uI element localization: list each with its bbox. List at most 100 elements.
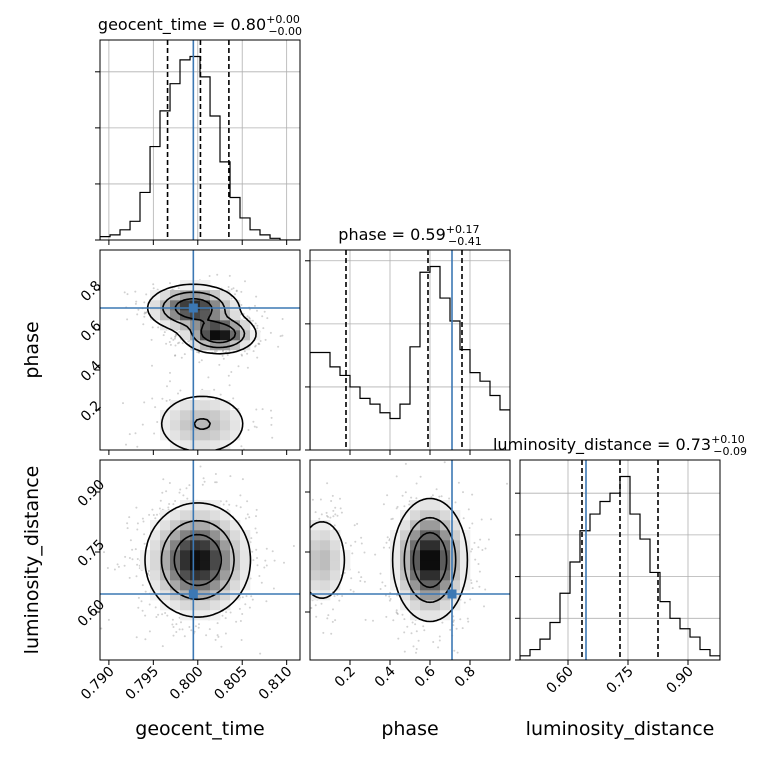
scatter-point	[457, 457, 459, 459]
density-cell	[340, 550, 351, 561]
density-cell	[220, 600, 231, 611]
density-cell	[390, 560, 401, 571]
y-tick-label: 0.8	[78, 278, 105, 305]
scatter-point	[240, 445, 243, 448]
scatter-point	[219, 393, 222, 396]
scatter-point	[196, 351, 199, 354]
density-cell	[410, 550, 421, 561]
histogram-bar	[110, 235, 120, 240]
scatter-point	[334, 619, 337, 622]
scatter-point	[403, 618, 406, 621]
scatter-point	[487, 538, 490, 541]
scatter-point	[143, 312, 146, 315]
density-cell	[190, 610, 201, 621]
density-cell	[310, 580, 321, 591]
contour-line	[174, 297, 237, 344]
title-value: 0.80	[231, 15, 267, 34]
density-cell	[410, 500, 421, 511]
density-cell	[440, 500, 451, 511]
scatter-point	[170, 337, 173, 340]
scatter-point	[156, 421, 159, 423]
scatter-point	[432, 641, 435, 643]
scatter-point	[307, 520, 309, 522]
scatter-point	[256, 356, 259, 359]
scatter-point	[396, 505, 399, 508]
scatter-point	[248, 606, 251, 609]
scatter-point	[353, 524, 356, 527]
density-cell	[200, 590, 211, 601]
density-cell	[180, 540, 191, 551]
scatter-point	[478, 585, 481, 588]
scatter-point	[406, 625, 409, 628]
scatter-point	[256, 309, 258, 312]
scatter-point	[198, 623, 200, 626]
scatter-point	[228, 350, 231, 353]
scatter-point	[180, 475, 182, 477]
density-cell	[200, 520, 211, 531]
scatter-point	[205, 634, 208, 637]
scatter-point	[255, 548, 258, 551]
scatter-point	[477, 546, 480, 549]
scatter-point	[296, 602, 298, 604]
scatter-point	[359, 580, 362, 582]
scatter-point	[279, 335, 282, 338]
density-cell	[220, 550, 231, 561]
density-cell	[180, 330, 191, 341]
histogram-bar	[360, 398, 370, 450]
scatter-point	[327, 515, 329, 518]
density-cell	[190, 510, 201, 521]
scatter-point	[265, 547, 268, 550]
scatter-point	[307, 573, 309, 575]
scatter-point	[141, 517, 144, 520]
scatter-point	[252, 559, 255, 562]
density-cell	[180, 400, 191, 411]
scatter-point	[228, 384, 231, 387]
scatter-point	[161, 491, 164, 494]
scatter-point	[264, 559, 267, 562]
density-cells	[150, 280, 261, 450]
density-cell	[180, 570, 191, 581]
density-cell	[320, 590, 331, 601]
scatter-point	[241, 457, 243, 459]
scatter-point	[157, 613, 160, 616]
scatter-point	[245, 595, 248, 598]
contour-line	[173, 533, 223, 587]
density-cell	[160, 590, 171, 601]
scatter-point	[161, 397, 164, 400]
scatter-point	[349, 544, 352, 547]
density-cell	[170, 600, 181, 611]
density-cell	[310, 520, 321, 531]
scatter-point	[261, 315, 264, 318]
scatter-point	[415, 482, 418, 485]
histogram-bar	[200, 77, 210, 240]
scatter-point	[225, 500, 228, 503]
scatter-point	[156, 513, 158, 516]
scatter-point	[194, 453, 196, 455]
scatter-point	[302, 615, 304, 617]
density-cell	[330, 560, 341, 571]
scatter-point	[178, 491, 181, 494]
scatter-point	[379, 572, 382, 575]
scatter-point	[124, 555, 127, 558]
scatter-point	[247, 429, 250, 431]
histogram-bar	[640, 539, 650, 660]
histogram-bar	[570, 562, 580, 660]
density-cell	[330, 540, 341, 551]
scatter-point	[484, 547, 487, 550]
scatter-point	[126, 527, 129, 530]
scatter-point	[143, 301, 146, 304]
title-equals: =	[652, 435, 676, 454]
histogram-bar	[370, 404, 380, 450]
joint-phase-vs-luminosity_distance: 0.2 0.4 0.6 0.8	[296, 457, 511, 691]
scatter-point	[248, 516, 251, 519]
scatter-point	[255, 295, 258, 298]
density-cell	[170, 520, 181, 531]
scatter-point	[336, 514, 339, 517]
scatter-point	[198, 361, 201, 364]
scatter-point	[241, 354, 243, 357]
scatter-point	[395, 611, 398, 614]
scatter-point	[352, 590, 355, 593]
scatter-point	[254, 322, 257, 325]
scatter-point	[169, 380, 171, 383]
density-cell	[180, 550, 191, 561]
